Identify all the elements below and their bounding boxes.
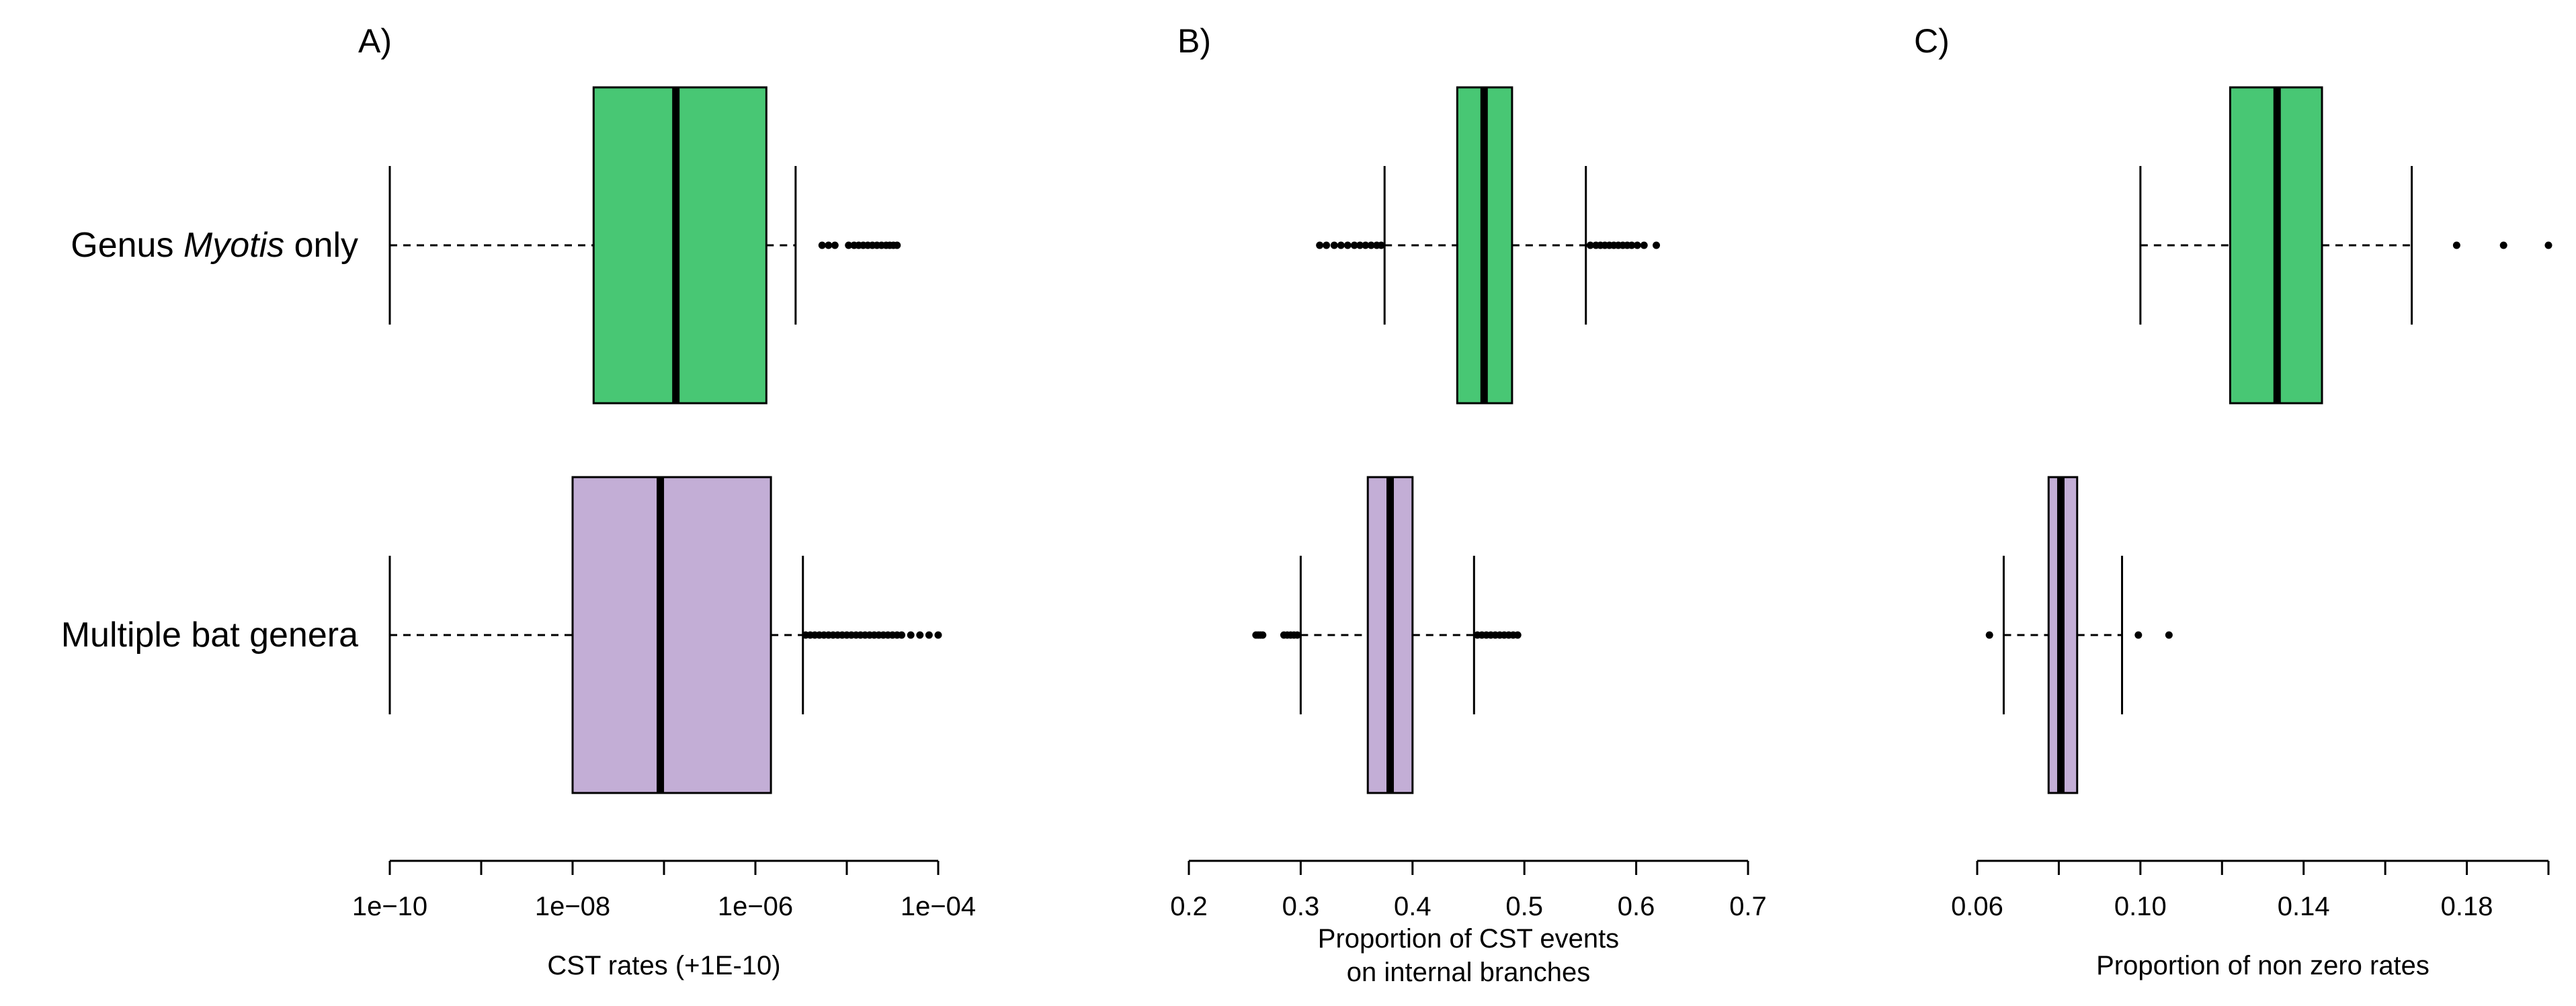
outlier-point [845,241,853,249]
outlier-point [818,241,826,249]
outlier-point [2499,241,2507,249]
row-label: Multiple bat genera [61,616,358,655]
outlier-point [1586,241,1594,249]
outlier-point [1356,241,1364,249]
outlier-point [907,631,915,639]
outlier-point [1337,241,1345,249]
outlier-point [1316,241,1324,249]
tick-label: 1e−06 [718,892,793,921]
tick-label: 0.06 [1951,892,2003,921]
outlier-point [1350,241,1358,249]
tick-label: 0.4 [1394,892,1431,921]
outlier-point [1330,241,1338,249]
tick-label: 0.14 [2278,892,2330,921]
outlier-point [1633,241,1641,249]
tick-label: 0.18 [2441,892,2493,921]
outlier-point [1367,241,1375,249]
x-axis-label: CST rates (+1E-10) [547,951,780,980]
outlier-point [1628,241,1636,249]
tick-label: 1e−04 [901,892,976,921]
tick-label: 1e−10 [352,892,427,921]
outlier-point [1377,241,1385,249]
outlier-point [825,241,833,249]
outlier-point [1362,241,1370,249]
outlier-point [934,631,942,639]
outlier-point [2165,631,2173,639]
panel-label: A) [358,22,392,60]
outlier-point [1293,631,1301,639]
outlier-point [1985,631,1993,639]
outlier-point [2544,241,2552,249]
tick-label: 0.7 [1729,892,1767,921]
outlier-point [1343,241,1352,249]
outlier-point [1513,631,1522,639]
outlier-point [925,631,933,639]
outlier-point [2134,631,2143,639]
tick-label: 0.3 [1282,892,1320,921]
box-iqr [592,86,767,405]
outlier-point [1259,631,1267,639]
tick-label: 0.10 [2114,892,2167,921]
tick-label: 0.5 [1505,892,1543,921]
outlier-point [831,241,839,249]
tick-label: 0.2 [1170,892,1208,921]
x-axis-label: Proportion of CST events on internal bran… [1318,924,1619,987]
panel-label: C) [1914,22,1950,60]
x-axis-label: Proportion of non zero rates [2096,951,2429,980]
outlier-point [916,631,924,639]
outlier-point [1640,241,1648,249]
box-iqr [571,476,772,794]
outlier-point [1323,241,1331,249]
tick-label: 1e−08 [535,892,610,921]
tick-label: 0.6 [1618,892,1655,921]
outlier-point [1653,241,1661,249]
outlier-point [2452,241,2460,249]
outlier-point [893,241,901,249]
outlier-point [898,631,906,639]
row-label: Genus Myotis only [71,226,358,265]
panel-label: B) [1177,22,1211,60]
